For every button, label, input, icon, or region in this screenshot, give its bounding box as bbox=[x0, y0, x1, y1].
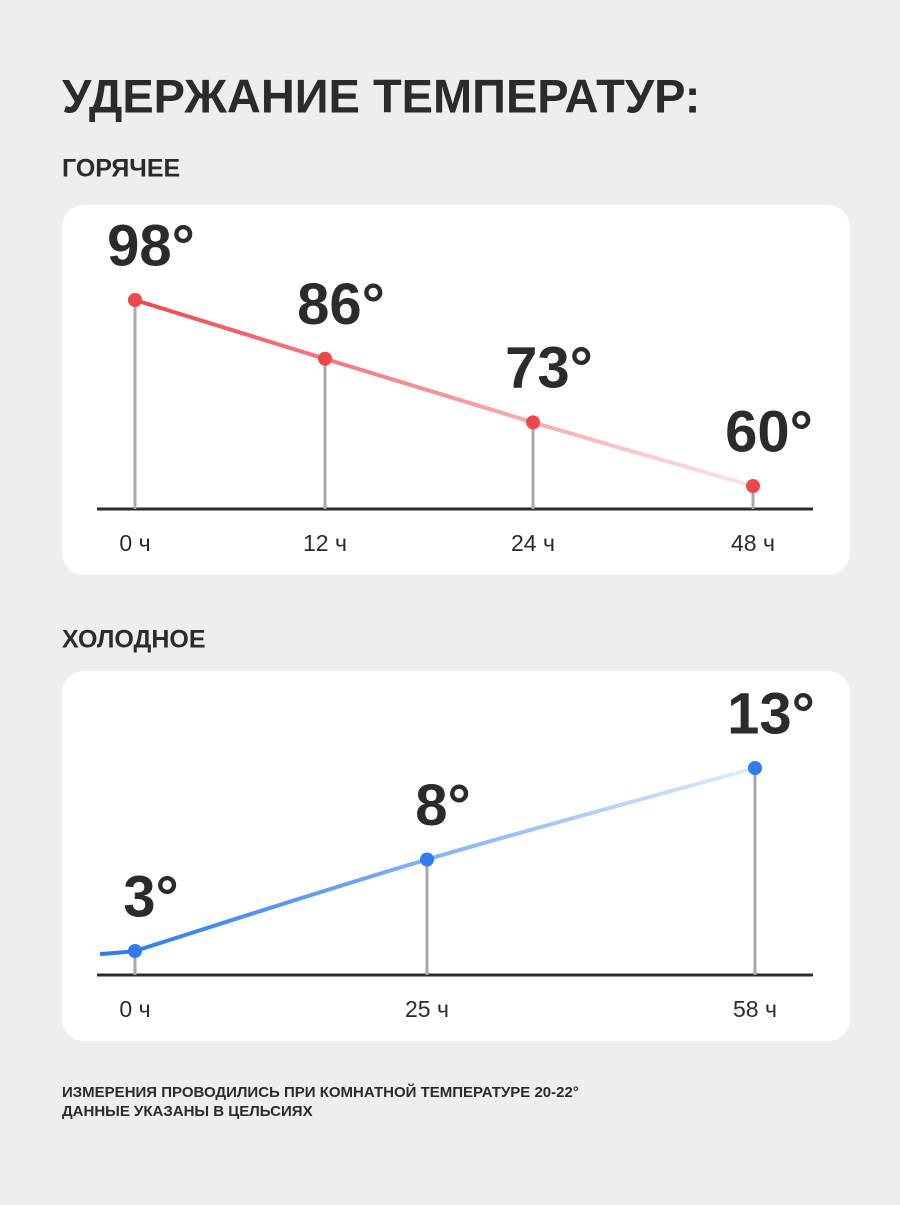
card bbox=[62, 205, 850, 575]
value-label: 98° bbox=[107, 213, 195, 278]
temperature-curve bbox=[134, 298, 754, 488]
value-label: 3° bbox=[123, 864, 178, 929]
x-tick-label: 25 ч bbox=[405, 996, 449, 1022]
value-label: 60° bbox=[725, 399, 813, 464]
footnote: ИЗМЕРЕНИЯ ПРОВОДИЛИСЬ ПРИ КОМНАТНОЙ ТЕМП… bbox=[62, 1083, 579, 1101]
chart-title: ГОРЯЧЕЕ bbox=[62, 155, 180, 183]
x-tick-label: 58 ч bbox=[733, 996, 777, 1022]
x-tick-label: 24 ч bbox=[511, 530, 555, 556]
page-title: УДЕРЖАНИЕ ТЕМПЕРАТУР: bbox=[62, 69, 700, 122]
point bbox=[746, 479, 760, 493]
value-label: 13° bbox=[727, 681, 815, 746]
value-label: 8° bbox=[415, 773, 470, 838]
point bbox=[748, 761, 762, 775]
point bbox=[526, 415, 540, 430]
chart-title: ХОЛОДНОЕ bbox=[62, 626, 206, 654]
x-tick-label: 48 ч bbox=[731, 530, 775, 556]
x-tick-label: 0 ч bbox=[119, 530, 150, 556]
card bbox=[62, 671, 850, 1041]
point bbox=[420, 852, 434, 867]
value-label: 86° bbox=[297, 272, 385, 337]
x-tick-label: 0 ч bbox=[119, 996, 150, 1022]
point bbox=[318, 351, 332, 366]
point bbox=[128, 293, 142, 307]
point bbox=[128, 944, 142, 958]
x-tick-label: 12 ч bbox=[303, 530, 347, 556]
value-label: 73° bbox=[505, 336, 593, 401]
footnote: ДАННЫЕ УКАЗАНЫ В ЦЕЛЬСИЯХ bbox=[62, 1103, 313, 1120]
